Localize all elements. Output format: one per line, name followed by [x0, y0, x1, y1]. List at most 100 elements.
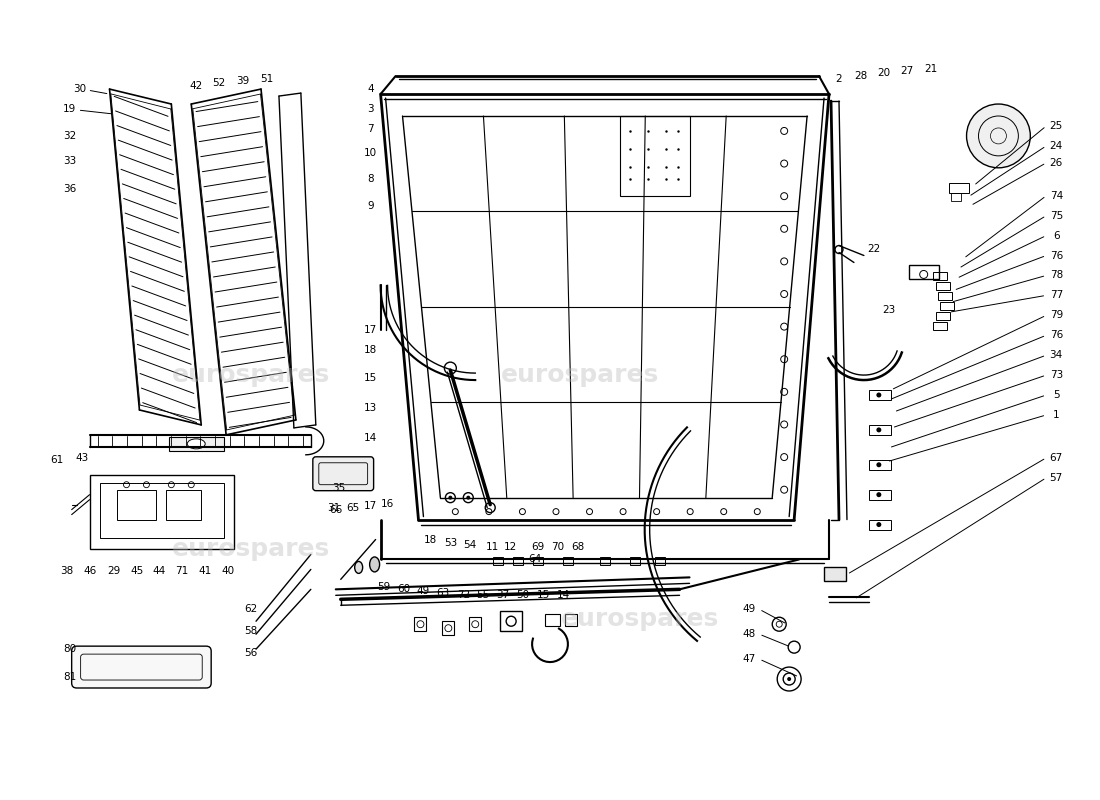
- Text: 46: 46: [82, 566, 96, 577]
- Text: 67: 67: [1049, 453, 1063, 462]
- Text: 23: 23: [882, 306, 895, 315]
- Bar: [654, 558, 664, 566]
- Text: eurospares: eurospares: [500, 363, 659, 387]
- Text: 61: 61: [51, 454, 64, 465]
- Bar: [169, 437, 224, 451]
- Text: 34: 34: [1049, 350, 1063, 360]
- Bar: [493, 558, 503, 566]
- Text: 17: 17: [364, 501, 377, 510]
- Circle shape: [967, 104, 1031, 168]
- Text: 38: 38: [60, 566, 74, 577]
- Text: 66: 66: [329, 505, 342, 514]
- Circle shape: [877, 462, 881, 467]
- Text: 55: 55: [476, 590, 490, 600]
- Text: 54: 54: [464, 541, 477, 550]
- Text: 37: 37: [496, 590, 509, 600]
- Text: 35: 35: [332, 482, 345, 493]
- Text: 57: 57: [1049, 473, 1063, 482]
- Text: 49: 49: [417, 586, 430, 596]
- Text: 75: 75: [1049, 210, 1063, 221]
- Text: 69: 69: [531, 542, 544, 553]
- Text: 58: 58: [244, 626, 257, 636]
- Bar: [544, 614, 560, 626]
- Bar: [117, 490, 156, 519]
- Text: 5: 5: [1053, 390, 1059, 400]
- Bar: [563, 558, 573, 566]
- Ellipse shape: [354, 562, 363, 574]
- Text: 22: 22: [867, 243, 880, 254]
- Text: 44: 44: [153, 566, 166, 577]
- Bar: [415, 618, 427, 631]
- Text: 60: 60: [397, 584, 410, 594]
- Text: 79: 79: [1049, 310, 1063, 320]
- Text: 10: 10: [364, 148, 377, 158]
- Text: 63: 63: [437, 588, 450, 598]
- Circle shape: [877, 492, 881, 497]
- Text: 32: 32: [63, 131, 76, 141]
- Text: 70: 70: [551, 542, 564, 553]
- Text: 27: 27: [900, 66, 913, 76]
- Text: 72: 72: [456, 590, 470, 600]
- Text: 18: 18: [364, 345, 377, 355]
- Text: 30: 30: [73, 84, 86, 94]
- Bar: [89, 474, 234, 550]
- Text: 8: 8: [367, 174, 374, 184]
- Bar: [936, 282, 949, 290]
- Text: 47: 47: [742, 654, 756, 664]
- Circle shape: [449, 496, 452, 500]
- Circle shape: [877, 427, 881, 432]
- Text: 49: 49: [742, 604, 756, 614]
- Text: 39: 39: [236, 76, 250, 86]
- Text: 53: 53: [443, 538, 456, 547]
- Text: 80: 80: [63, 644, 76, 654]
- Text: 45: 45: [131, 566, 144, 577]
- Text: 29: 29: [107, 566, 120, 577]
- Bar: [470, 618, 481, 631]
- Text: 1: 1: [1053, 410, 1059, 420]
- Bar: [513, 558, 524, 566]
- Bar: [869, 425, 891, 435]
- Circle shape: [788, 677, 791, 681]
- Text: 25: 25: [1049, 121, 1063, 131]
- Text: 40: 40: [221, 566, 234, 577]
- Text: eurospares: eurospares: [172, 538, 330, 562]
- Text: 76: 76: [1049, 330, 1063, 340]
- FancyBboxPatch shape: [72, 646, 211, 688]
- Text: 62: 62: [244, 604, 257, 614]
- Bar: [937, 292, 952, 300]
- Text: 76: 76: [1049, 250, 1063, 261]
- Bar: [629, 558, 640, 566]
- Text: 17: 17: [364, 326, 377, 335]
- Bar: [869, 519, 891, 530]
- Ellipse shape: [370, 557, 379, 572]
- Bar: [939, 302, 954, 310]
- Circle shape: [877, 522, 881, 527]
- Text: 24: 24: [1049, 141, 1063, 151]
- Bar: [442, 622, 454, 635]
- Bar: [100, 482, 224, 538]
- Bar: [869, 490, 891, 500]
- Text: 51: 51: [261, 74, 274, 84]
- Text: 64: 64: [528, 554, 541, 565]
- Bar: [936, 312, 949, 320]
- Text: 59: 59: [377, 582, 390, 592]
- Text: 43: 43: [75, 453, 88, 462]
- Text: 71: 71: [175, 566, 188, 577]
- Bar: [869, 390, 891, 400]
- Text: 28: 28: [855, 71, 868, 81]
- Bar: [933, 322, 947, 330]
- Text: 16: 16: [381, 498, 394, 509]
- Bar: [909, 266, 938, 279]
- Bar: [600, 558, 609, 566]
- Text: 68: 68: [571, 542, 584, 553]
- Ellipse shape: [187, 439, 206, 449]
- Text: 33: 33: [63, 156, 76, 166]
- Bar: [500, 611, 522, 631]
- Bar: [166, 490, 201, 519]
- Text: 20: 20: [878, 68, 890, 78]
- Bar: [869, 460, 891, 470]
- Text: 21: 21: [924, 64, 937, 74]
- FancyBboxPatch shape: [312, 457, 374, 490]
- Text: 31: 31: [327, 502, 340, 513]
- Text: 26: 26: [1049, 158, 1063, 168]
